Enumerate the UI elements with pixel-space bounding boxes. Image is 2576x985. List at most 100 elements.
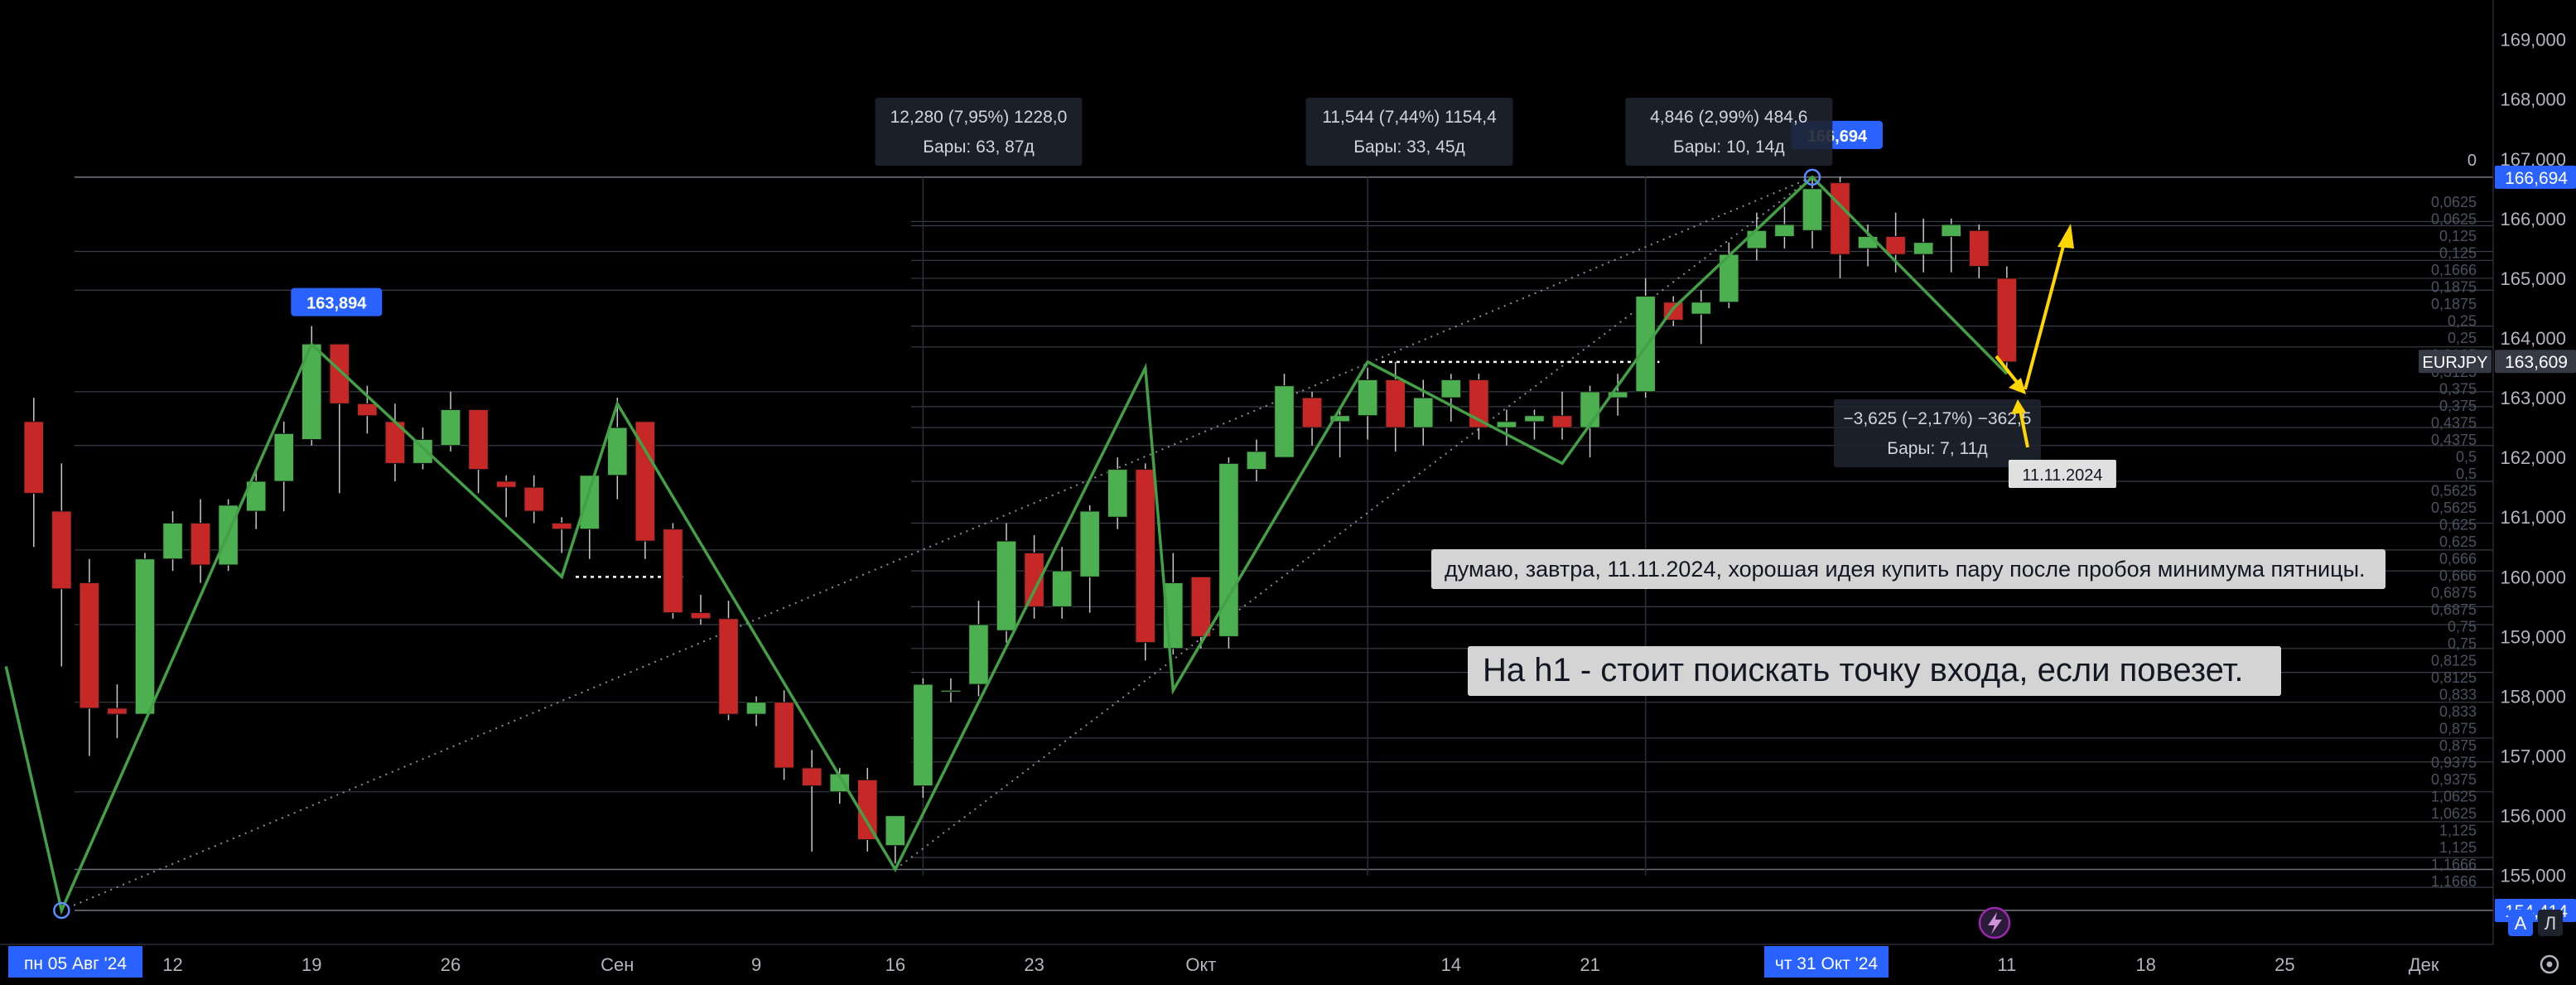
fib-level-label: 1,125 [2439, 839, 2477, 856]
candle [885, 815, 906, 847]
candle [1024, 552, 1044, 607]
fib-level-label: 0,1875 [2431, 296, 2477, 312]
candle [690, 612, 712, 620]
zigzag-line [4, 175, 2009, 915]
y-tick-label: 164,000 [2500, 328, 2566, 349]
candle [1135, 469, 1156, 644]
settings-icon-ring [2540, 954, 2559, 974]
candle [663, 529, 683, 614]
y-tick-label: 160,000 [2500, 567, 2566, 587]
x-tick-label: 23 [1024, 954, 1044, 975]
fib-level-label: 0,0625 [2431, 211, 2477, 228]
fib-level-label: 1,0625 [2431, 805, 2477, 822]
log-scale-button[interactable]: Л [2538, 910, 2563, 936]
x-tick-label: 11 [1997, 954, 2016, 975]
candle [1996, 278, 2018, 363]
settings-icon[interactable] [2540, 954, 2559, 974]
log-scale-button-bg [2538, 910, 2563, 936]
x-highlight-label-bg [1764, 946, 1889, 978]
candle [523, 486, 544, 512]
x-tick-label: 14 [1441, 954, 1461, 975]
measure-line2: Бары: 33, 45д [1353, 138, 1465, 157]
fib-level-label: 0,666 [2439, 567, 2477, 584]
candle [1885, 235, 1906, 255]
log-scale-label: Л [2545, 913, 2556, 934]
fib-level-label: 0,5 [2456, 466, 2477, 482]
candle [357, 403, 378, 417]
y-tick-label: 165,000 [2500, 268, 2566, 289]
measure-line1: 4,846 (2,99%) 484,6 [1650, 108, 1807, 127]
y-tick-label: 162,000 [2500, 447, 2566, 468]
x-tick-label: 19 [301, 954, 321, 975]
fib-level-label: 0,9375 [2431, 755, 2477, 771]
y-tick-label: 168,000 [2500, 89, 2566, 110]
fib-level-label: 0,875 [2439, 737, 2477, 754]
fib-zero-label: 0 [2467, 152, 2477, 170]
x-start-label: пн 05 Авг '24 [24, 954, 127, 973]
fib-level-label: 0,375 [2439, 398, 2477, 414]
candle [440, 409, 461, 447]
candle [1913, 242, 1934, 255]
lightning-icon[interactable] [1978, 906, 2011, 939]
fib-level-label: 1,1666 [2431, 857, 2477, 873]
fib-level-label: 0,1666 [2431, 262, 2477, 278]
candle [23, 421, 45, 494]
candle [1440, 379, 1462, 398]
candle [1190, 576, 1212, 637]
candle [1218, 462, 1239, 637]
x-tick-label: 25 [2275, 954, 2294, 975]
candle [1635, 296, 1656, 393]
measure-line1: 12,280 (7,95%) 1228,0 [890, 108, 1068, 127]
price-marker-label: 166,694 [2505, 169, 2568, 188]
candle [1301, 397, 1323, 428]
candle [1469, 379, 1489, 428]
auto-scale-button[interactable]: A [2508, 910, 2533, 936]
candle [1746, 229, 1768, 249]
pivot-high-marker [1803, 168, 1821, 186]
candle [996, 540, 1017, 631]
candle [551, 522, 572, 530]
fib-level-label: 1,0625 [2431, 789, 2477, 805]
pivot-label-bg [291, 287, 383, 316]
fib-level-label: 0,75 [2448, 619, 2477, 635]
fib-level-label: 0,125 [2439, 245, 2477, 262]
trendline [60, 176, 1813, 911]
measure-line1: −3,625 (−2,17%) −362,5 [1843, 409, 2031, 428]
candle [913, 683, 933, 787]
auto-scale-label: A [2515, 913, 2527, 934]
y-tick-label: 156,000 [2500, 806, 2566, 827]
x-tick-label: 16 [885, 954, 905, 975]
candle [1051, 570, 1073, 607]
fib-labels: 0,06250,06250,1250,1250,16660,18750,1875… [2431, 152, 2477, 890]
candle [579, 475, 601, 530]
y-tick-label: 159,000 [2500, 626, 2566, 647]
y-tick-label: 166,000 [2500, 209, 2566, 229]
date-tag: 11.11.2024 [2022, 466, 2102, 485]
arrows [1995, 224, 2074, 448]
measure-box [1625, 98, 1833, 166]
x-start-label-bg [8, 946, 142, 978]
fib-level-label: 1,125 [2439, 823, 2477, 839]
candle [745, 702, 767, 715]
candle [718, 618, 739, 715]
candle [1385, 379, 1406, 428]
candle [245, 480, 267, 512]
fib-level-label: 0,8125 [2431, 669, 2477, 686]
measure-box [1305, 98, 1513, 166]
fib-level-label: 0,5625 [2431, 500, 2477, 516]
measure-box [1833, 399, 2041, 467]
fib-level-label: 0,75 [2448, 635, 2477, 652]
fib-level-label: 0,25 [2448, 330, 2477, 346]
measure-line2: Бары: 10, 14д [1673, 138, 1785, 157]
x-highlight-label: чт 31 Окт '24 [1775, 954, 1878, 973]
x-tick-label: 18 [2135, 954, 2155, 975]
candle [857, 779, 878, 840]
candle [940, 689, 962, 693]
candle [468, 409, 489, 471]
lightning-icon-bolt [1988, 912, 2002, 934]
symbol-tag: EURJPY [2423, 354, 2488, 372]
fib-level-label: 0,5 [2456, 449, 2477, 466]
pivot-low-marker [53, 901, 70, 920]
